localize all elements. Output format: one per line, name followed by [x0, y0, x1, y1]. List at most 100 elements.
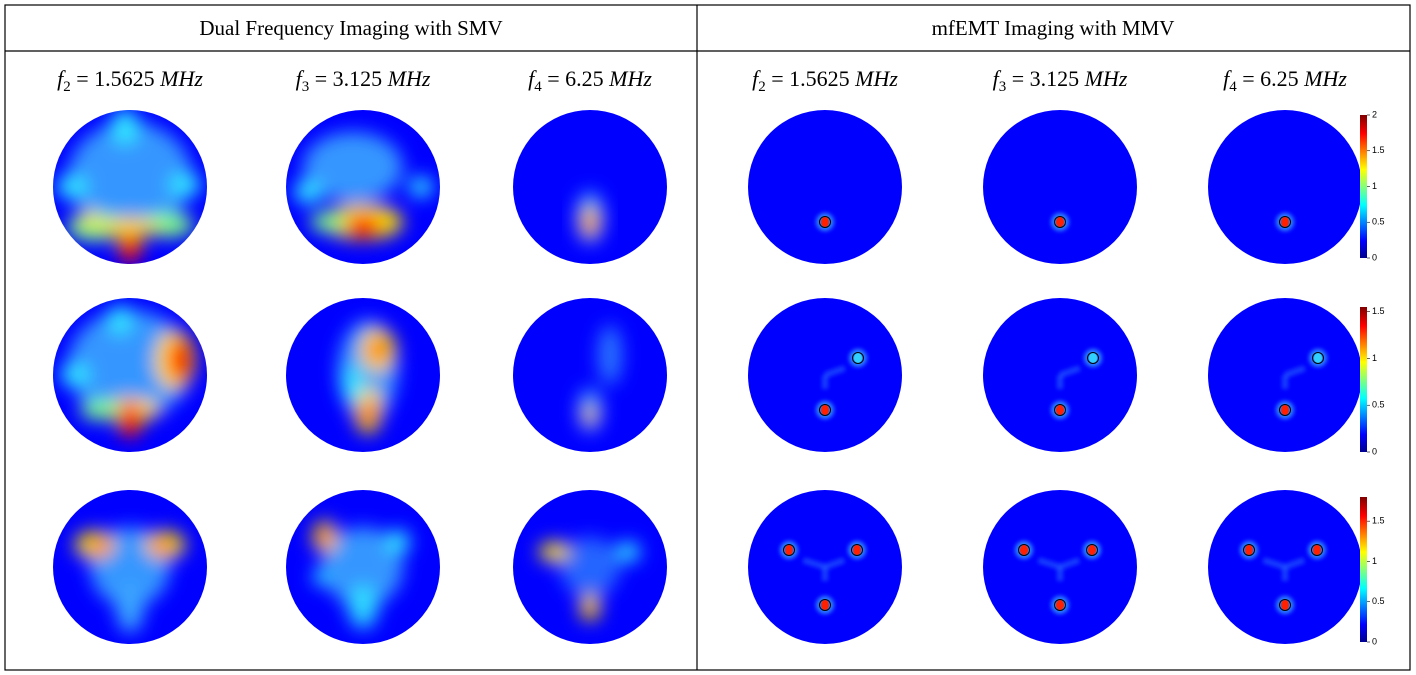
equation: = 3.125	[309, 66, 387, 91]
colorbar-tick-label: 1.5	[1372, 306, 1385, 316]
blob	[587, 412, 593, 422]
column-header: f4 = 6.25 MHz	[1223, 66, 1347, 95]
panel-title: Dual Frequency Imaging with SMV	[199, 16, 502, 40]
spot	[1314, 353, 1322, 363]
spot	[1056, 405, 1064, 415]
spot	[821, 405, 829, 415]
background	[748, 110, 902, 264]
spot	[821, 217, 829, 227]
reconstruction-image	[53, 109, 207, 264]
blob	[539, 542, 571, 562]
blob	[598, 325, 622, 385]
blob	[60, 363, 90, 387]
equation: = 6.25	[1237, 66, 1304, 91]
spot	[853, 545, 861, 555]
reconstruction-image	[286, 490, 440, 644]
spot	[1088, 545, 1096, 555]
reconstruction-image	[513, 298, 667, 452]
blob	[56, 175, 88, 199]
image-content	[1208, 110, 1362, 264]
blob	[560, 537, 620, 597]
reconstruction-image	[748, 490, 902, 644]
unit: MHz	[159, 66, 203, 91]
blob	[313, 569, 329, 585]
spot	[785, 545, 793, 555]
blob	[319, 527, 331, 547]
column-header: f4 = 6.25 MHz	[528, 66, 652, 95]
image-content	[513, 490, 667, 644]
image-content	[513, 298, 667, 452]
spot	[1056, 600, 1064, 610]
unit: MHz	[608, 66, 652, 91]
index: 2	[758, 79, 766, 95]
reconstruction-image	[286, 298, 440, 452]
reconstruction-image	[983, 490, 1137, 644]
colorbar-tick-label: 0	[1372, 636, 1377, 646]
image-content	[748, 110, 902, 264]
reconstruction-image	[53, 298, 207, 452]
equation: = 6.25	[542, 66, 609, 91]
blob	[310, 212, 346, 232]
reconstruction-image	[286, 110, 440, 264]
blob	[168, 338, 192, 382]
colorbar	[1360, 497, 1367, 642]
reconstruction-image	[1208, 298, 1362, 452]
blob	[348, 585, 378, 629]
colorbar-tick-label: 0	[1372, 446, 1377, 456]
reconstruction-image	[53, 490, 207, 644]
blob	[100, 217, 160, 237]
blob	[111, 109, 139, 145]
image-content	[53, 109, 207, 264]
blob	[586, 604, 594, 614]
image-content	[286, 298, 440, 452]
spot	[1089, 353, 1097, 363]
blob	[341, 365, 365, 405]
colorbar-tick-label: 1	[1372, 556, 1377, 566]
blob	[361, 399, 375, 427]
colorbar-tick-label: 1	[1372, 353, 1377, 363]
colorbar-tick-label: 1.5	[1372, 145, 1385, 155]
reconstruction-image	[748, 110, 902, 264]
image-content	[748, 298, 902, 452]
blob	[169, 173, 201, 197]
image-content	[983, 490, 1137, 644]
spot	[1281, 600, 1289, 610]
blob	[80, 211, 100, 227]
reconstruction-image	[983, 298, 1137, 452]
unit: MHz	[1084, 66, 1128, 91]
blob	[294, 180, 322, 204]
background	[1208, 110, 1362, 264]
image-content	[53, 298, 207, 452]
spot	[1281, 217, 1289, 227]
colorbar-tick-label: 1.5	[1372, 516, 1385, 526]
blob	[386, 530, 410, 554]
colorbar-tick-label: 0	[1372, 252, 1377, 262]
unit: MHz	[854, 66, 898, 91]
image-content	[286, 490, 440, 644]
colorbar-tick-label: 2	[1372, 109, 1377, 119]
index: 3	[999, 79, 1007, 95]
spot	[1313, 545, 1321, 555]
spot	[1056, 217, 1064, 227]
blob	[80, 400, 120, 420]
image-content	[53, 490, 207, 644]
reconstruction-image	[1208, 110, 1362, 264]
reconstruction-image	[983, 110, 1137, 264]
column-header: f3 = 3.125 MHz	[296, 66, 431, 95]
blob	[152, 540, 172, 554]
reconstruction-image	[1208, 490, 1362, 644]
blob	[116, 581, 144, 633]
spot	[1281, 405, 1289, 415]
blob	[409, 177, 433, 197]
reconstruction-image	[513, 110, 667, 264]
colorbar-tick-label: 0.5	[1372, 217, 1385, 227]
spot	[854, 353, 862, 363]
image-content	[1208, 298, 1362, 452]
spot	[821, 600, 829, 610]
spot	[1020, 545, 1028, 555]
image-content	[1208, 490, 1362, 644]
image-content	[286, 110, 440, 264]
frame	[5, 5, 1410, 670]
reconstruction-image	[748, 298, 902, 452]
blob	[90, 540, 110, 554]
